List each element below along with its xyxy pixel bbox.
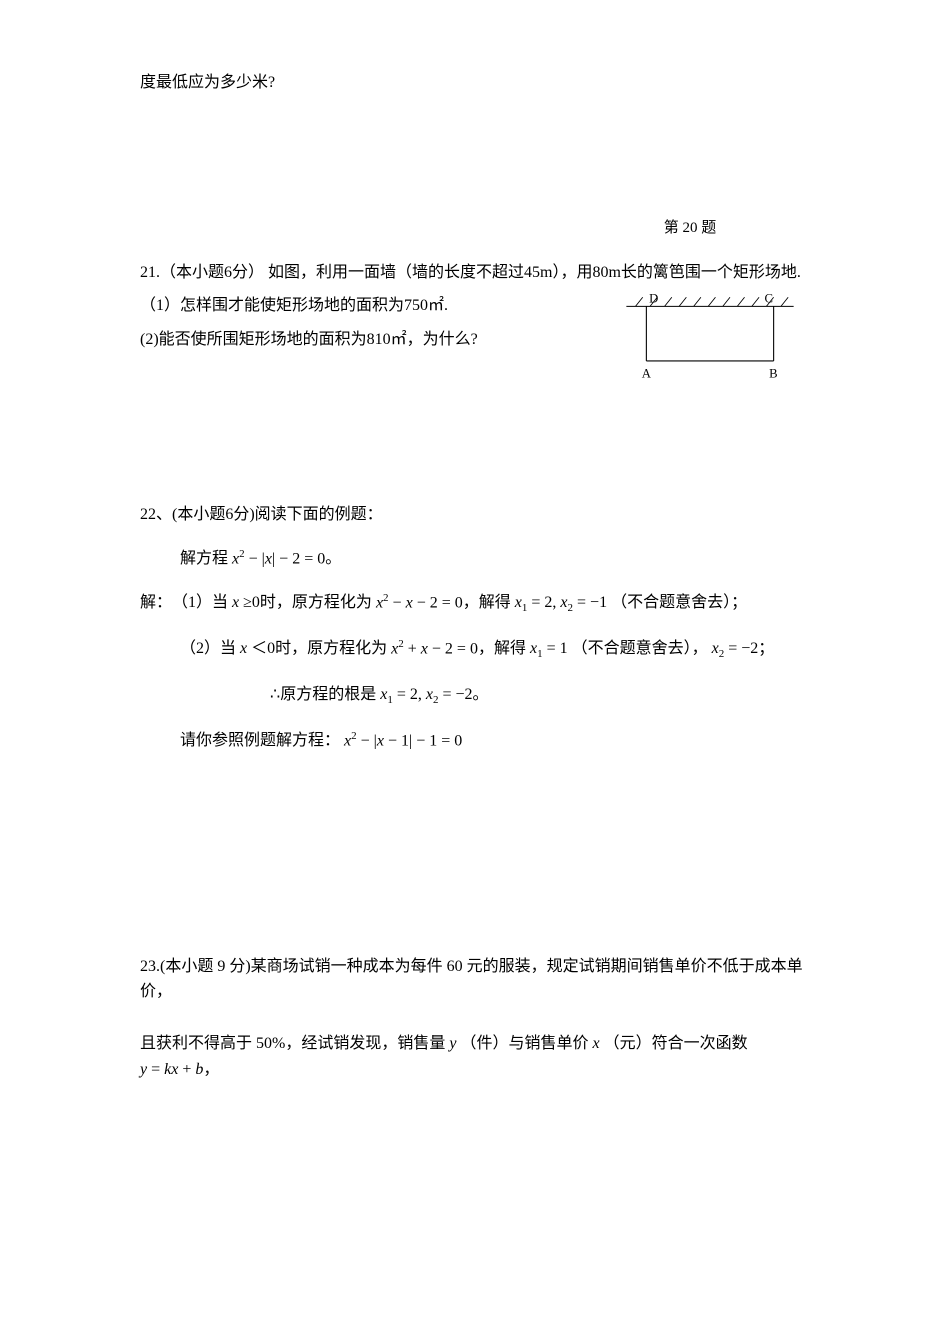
q22-step1: 解： （1）当 x ≥0时，原方程化为 x2 − x − 2 = 0 ，解得 x… [140,590,810,618]
q22-step1-c: ，解得 [463,590,511,616]
q22-task-eq: x2 − |x − 1| − 1 = 0 [344,728,462,754]
q22-conclusion: ∴ 原方程的根是 x1 = 2, x2 = −2 。 [140,682,810,710]
therefore-symbol: ∴ [270,682,280,708]
q22-step1-eq: x2 − x − 2 = 0 [376,590,463,616]
q21-part1: （1）怎样围才能使矩形场地的面积为750㎡. [140,293,570,319]
q22-step1-a: （1）当 [172,590,228,616]
question-22: 22、(本小题6分)阅读下面的例题： 解方程 x2 − |x| − 2 = 0 … [140,502,810,753]
q22-step2-a: （2）当 [180,636,236,662]
q22-task-a: 请你参照例题解方程： [180,728,340,754]
q22-step2: （2）当 x ＜0时，原方程化为 x2 + x − 2 = 0 ，解得 x1 =… [140,636,810,664]
q23-line2-c: （元）符合一次函数 [604,1031,748,1057]
q22-concl-roots: x1 = 2, x2 = −2 [380,682,472,710]
q22-ex-eq: x2 − |x| − 2 = 0 [232,546,325,572]
q22-step1-roots: x1 = 2, x2 = −1 [515,590,607,618]
q22-concl-b: 。 [473,682,489,708]
label-a: A [642,366,652,380]
label-b: B [769,366,777,380]
q22-step2-eq: x2 + x − 2 = 0 [391,636,478,662]
q22-step2-root2: x2 = −2 [712,636,759,664]
q23-line2-a: 且获利不得高于 50%，经试销发现，销售量 [140,1031,445,1057]
label-c: C [765,291,773,305]
question-21: 21.（本小题6分） 如图，利用一面墙（墙的长度不超过45m），用80m长的篱笆… [140,260,810,353]
q22-step2-b: ＜0时，原方程化为 [251,636,387,662]
q23-line2: 且获利不得高于 50%，经试销发现，销售量 y （件）与销售单价 x （元）符合… [140,1031,810,1082]
q22-step2-root1: x1 = 1 [530,636,568,664]
label-d: D [649,291,658,305]
q21-heading: 21.（本小题6分） 如图，利用一面墙（墙的长度不超过45m），用80m长的篱笆… [140,260,810,286]
q22-task: 请你参照例题解方程： x2 − |x − 1| − 1 = 0 [140,728,810,754]
q23-line1: 23.(本小题 9 分)某商场试销一种成本为每件 60 元的服装，规定试销期间销… [140,954,810,1005]
q22-ex-label: 解方程 [180,546,228,572]
q22-step2-e: ； [758,636,774,662]
prev-page-fragment: 度最低应为多少米? [140,70,810,96]
q22-step2-d: （不合题意舍去）， [572,636,708,662]
q22-step1-b: ≥0时，原方程化为 [243,590,372,616]
figure-20-caption: 第 20 题 [570,216,810,240]
q22-step1-d: （不合题意舍去）； [611,590,747,616]
q23-eq: y = kx + b [140,1057,203,1083]
q21-diagram: D C A B [610,290,810,390]
q23-line2-b: （件）与销售单价 [460,1031,588,1057]
question-23: 23.(本小题 9 分)某商场试销一种成本为每件 60 元的服装，规定试销期间销… [140,954,810,1082]
q21-part2: (2)能否使所围矩形场地的面积为810㎡，为什么? [140,327,570,353]
q22-example-equation: 解方程 x2 − |x| − 2 = 0 。 [140,546,810,572]
q22-step2-c: ，解得 [478,636,526,662]
q23-line2-d: ， [203,1057,219,1083]
q22-heading: 22、(本小题6分)阅读下面的例题： [140,502,810,528]
q22-sol-label: 解： [140,590,172,616]
